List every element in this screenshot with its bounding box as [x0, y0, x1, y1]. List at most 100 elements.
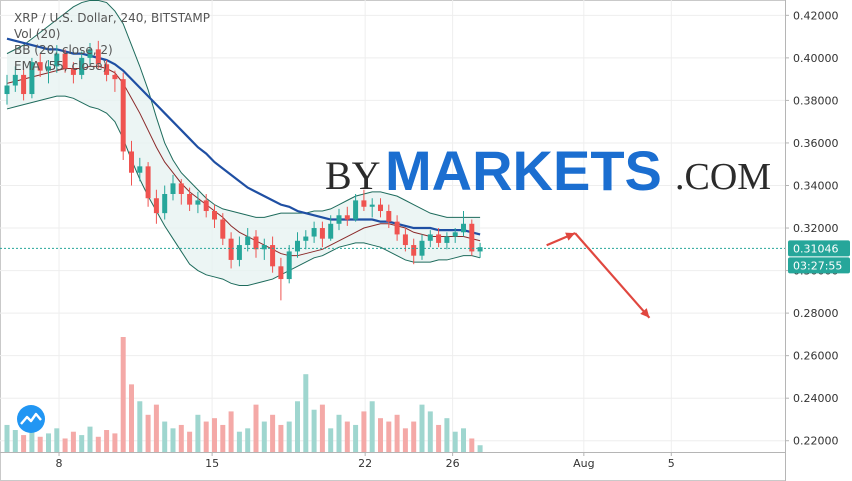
candle-body — [253, 236, 259, 250]
chart-title: XRP / U.S. Dollar, 240, BITSTAMP — [14, 11, 210, 25]
candle-body — [187, 194, 193, 205]
volume-bar — [203, 421, 209, 452]
chart-legend: XRP / U.S. Dollar, 240, BITSTAMP Vol (20… — [14, 10, 210, 74]
y-tick-label: 0.24000 — [793, 392, 839, 405]
watermark-by: BY — [325, 153, 381, 198]
y-tick-label: 0.34000 — [793, 179, 839, 192]
candle-body — [54, 53, 60, 67]
candle-body — [137, 166, 143, 173]
candle-body — [37, 62, 43, 71]
watermark-com: .COM — [675, 156, 771, 198]
watermark: BY MARKETS .COM — [325, 139, 771, 202]
candle-body — [261, 245, 267, 250]
watermark-main: MARKETS — [385, 139, 662, 202]
candle-body — [112, 74, 118, 80]
candle-body — [87, 49, 93, 58]
volume-bar — [336, 414, 342, 452]
candle-body — [469, 223, 475, 252]
candle-body — [220, 219, 226, 239]
candle-body — [394, 221, 400, 235]
volume-bar — [120, 337, 126, 452]
y-tick-label: 0.40000 — [793, 52, 839, 65]
volume-bar — [220, 424, 226, 452]
volume-bar — [386, 421, 392, 452]
volume-bar — [344, 421, 350, 452]
candle-body — [411, 245, 417, 256]
volume-bar — [95, 436, 101, 452]
volume-bar — [228, 411, 234, 452]
candle-body — [70, 68, 76, 75]
volume-bar — [137, 401, 143, 452]
candle-body — [4, 85, 10, 95]
volume-bar — [253, 404, 259, 452]
candle-body — [203, 200, 209, 212]
volume-bar — [4, 424, 10, 452]
x-tick-label: 15 — [205, 457, 219, 470]
countdown-badge-text: 03:27:55 — [793, 259, 842, 272]
volume-bar — [54, 428, 60, 452]
candle-body — [12, 74, 18, 86]
candle-body — [311, 228, 317, 237]
volume-bars — [4, 337, 483, 452]
volume-bar — [162, 421, 168, 452]
legend-bollinger: BB (20, close, 2) — [14, 43, 113, 57]
bollinger-basis — [6, 65, 481, 257]
price-badge-text: 0.31046 — [793, 242, 839, 255]
candle-body — [477, 247, 483, 252]
volume-bar — [328, 428, 334, 452]
volume-bar — [37, 436, 43, 452]
candle-body — [162, 194, 168, 214]
volume-bar — [394, 414, 400, 452]
volume-bar — [79, 435, 85, 452]
candle-body — [303, 236, 309, 241]
volume-bar — [145, 414, 151, 452]
arrow-shaft — [574, 232, 651, 319]
tradingview-logo[interactable] — [17, 405, 45, 433]
legend-ema: EMA (55, close) — [14, 59, 108, 73]
volume-bar — [353, 424, 359, 452]
annotation-arrows — [546, 232, 651, 319]
volume-bar — [369, 401, 375, 452]
candle-body — [270, 245, 276, 267]
volume-bar — [236, 431, 242, 452]
time-axis: 8 15 22 26 Aug 5 — [0, 452, 785, 470]
candle-body — [79, 57, 85, 75]
candle-body — [369, 204, 375, 207]
y-tick-label: 0.36000 — [793, 137, 839, 150]
candle-body — [21, 74, 27, 95]
price-badge: 0.31046 03:27:55 — [788, 240, 850, 274]
candle-body — [353, 200, 359, 220]
candle-body — [120, 79, 126, 152]
candle-body — [286, 251, 292, 280]
candle-body — [245, 236, 251, 246]
volume-bar — [378, 418, 383, 452]
volume-bar — [303, 374, 309, 452]
x-tick-label: 26 — [446, 457, 460, 470]
volume-bar — [62, 438, 68, 452]
volume-bar — [29, 431, 35, 452]
candle-body — [328, 223, 334, 239]
y-tick-label: 0.26000 — [793, 350, 839, 363]
bollinger-upper — [6, 0, 481, 218]
y-tick-label: 0.22000 — [793, 435, 839, 448]
volume-bar — [361, 411, 367, 452]
ema-line — [6, 37, 481, 236]
price-axis: 0.42000 0.40000 0.38000 0.36000 0.34000 0.320… — [785, 0, 839, 481]
y-tick-label: 0.32000 — [793, 222, 839, 235]
candle-body — [228, 238, 234, 260]
volume-bar — [46, 433, 51, 452]
price-badge-bg — [788, 240, 850, 257]
candle-body — [319, 228, 325, 239]
volume-bar — [87, 426, 93, 452]
volume-bar — [178, 424, 184, 452]
candle-body — [436, 234, 442, 243]
volume-bar — [311, 409, 317, 452]
candle-body — [46, 66, 51, 71]
candle-body — [427, 234, 433, 241]
bollinger-lower — [6, 95, 481, 286]
x-tick-label: 22 — [358, 457, 372, 470]
candle-body — [170, 183, 176, 195]
candle-body — [461, 223, 466, 233]
y-tick-label: 0.42000 — [793, 9, 839, 22]
